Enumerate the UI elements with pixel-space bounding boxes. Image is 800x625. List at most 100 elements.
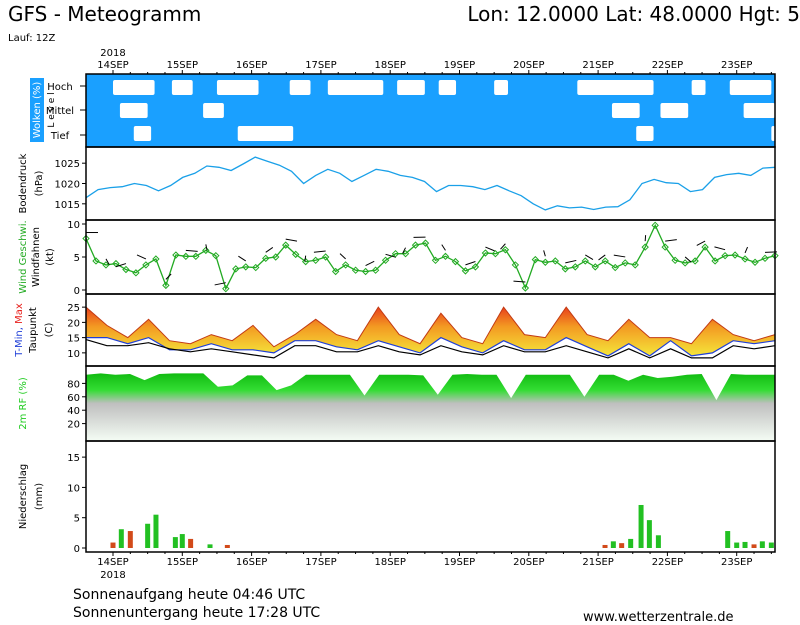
- y-tick-label: 1015: [55, 200, 80, 211]
- precip-bar: [638, 504, 644, 548]
- wind-speed-point: [122, 265, 130, 274]
- wind-barb: [465, 261, 476, 266]
- wind-barb: [598, 254, 606, 261]
- axis-label: Bodendruck: [18, 153, 29, 213]
- wind-barb: [339, 253, 346, 260]
- wind-speed-point: [381, 256, 390, 265]
- cloud-level-label: Tief: [50, 131, 70, 142]
- clear-sky-patch: [133, 126, 152, 141]
- wind-speed-point: [341, 261, 350, 269]
- clear-sky-patch: [438, 80, 457, 95]
- cloud-label-box: [30, 78, 44, 142]
- website-credit[interactable]: www.wetterzentrale.de: [583, 610, 734, 625]
- location-coordinates: Lon: 12.0000 Lat: 48.0000 Hgt: 5: [467, 2, 800, 26]
- date-label-top: 14SEP: [97, 60, 128, 71]
- clear-sky-patch: [494, 80, 509, 95]
- wind-barb: [205, 244, 208, 251]
- clear-sky-patch: [203, 103, 224, 118]
- wind-speed-point: [331, 267, 340, 276]
- wind-speed-point: [571, 263, 579, 271]
- wind-speed-point: [92, 257, 100, 265]
- wind-barb: [485, 246, 495, 252]
- y-tick-label: 20: [67, 318, 80, 329]
- model-run: Lauf: 12Z: [8, 33, 56, 44]
- wind-barb: [313, 250, 326, 253]
- wind-speed-point: [282, 241, 290, 249]
- wind-barb: [500, 243, 506, 250]
- y-tick-label: 20: [67, 420, 80, 431]
- y-tick-label: 10: [67, 220, 80, 231]
- wind-speed-point: [431, 256, 440, 265]
- date-label-top: 19SEP: [444, 60, 475, 71]
- year-label-top: 2018: [100, 48, 125, 59]
- wind-speed-point: [661, 243, 669, 251]
- wind-speed-point: [232, 265, 240, 273]
- wind-speed-point: [721, 251, 729, 260]
- precip-bar: [646, 520, 652, 548]
- page-title: GFS - Meteogramm: [8, 2, 202, 26]
- precip-bar: [759, 541, 765, 548]
- wind-speed-point: [551, 257, 560, 265]
- precip-bar: [655, 535, 661, 548]
- wind-speed-line: [85, 223, 776, 291]
- wind-barb: [696, 240, 706, 246]
- wind-barb: [513, 280, 526, 283]
- wind-speed-point: [242, 263, 250, 271]
- wind-speed-point: [142, 261, 150, 269]
- wind-speed-point: [511, 261, 520, 269]
- wind-speed-point: [291, 250, 300, 259]
- axis-label-secondary: Windfahnen: [31, 227, 42, 287]
- axis-label: Wolken (%): [32, 82, 43, 139]
- wind-speed-point: [132, 269, 140, 277]
- date-label-bottom: 21SEP: [582, 557, 613, 568]
- date-label-top: 20SEP: [513, 60, 544, 71]
- precip-bar: [118, 529, 124, 548]
- date-label-bottom: 23SEP: [721, 557, 752, 568]
- date-label-top: 17SEP: [305, 60, 336, 71]
- wind-speed-point: [521, 284, 530, 292]
- y-tick-label: 80: [67, 379, 80, 390]
- wind-speed-point: [102, 261, 110, 269]
- wind-speed-point: [491, 249, 500, 258]
- date-label-top: 18SEP: [374, 60, 405, 71]
- date-label-bottom: 17SEP: [305, 557, 336, 568]
- wind-speed-point: [711, 257, 719, 265]
- date-label-bottom: 20SEP: [513, 557, 544, 568]
- precip-bar: [751, 544, 757, 548]
- wind-barb: [402, 247, 406, 254]
- clear-sky-patch: [660, 103, 689, 118]
- wind-speed-point: [262, 254, 270, 263]
- wind-barb: [165, 273, 172, 280]
- wind-speed-point: [751, 258, 759, 266]
- axis-unit: (kt): [45, 248, 56, 266]
- wind-barb: [214, 282, 226, 286]
- clear-sky-patch: [729, 80, 772, 95]
- wind-speed-point: [621, 259, 629, 267]
- date-label-bottom: 15SEP: [167, 557, 198, 568]
- clear-sky-patch: [743, 103, 775, 118]
- wind-speed-point: [611, 263, 619, 272]
- wind-barb: [365, 260, 375, 266]
- wind-speed-point: [681, 259, 689, 267]
- axis-label: Wind Geschwi.: [18, 220, 29, 293]
- date-label-bottom: 18SEP: [374, 557, 405, 568]
- precip-bar: [224, 544, 230, 548]
- precip-bar: [188, 538, 194, 548]
- date-label-top: 16SEP: [236, 60, 267, 71]
- axis-unit: (hPa): [34, 170, 45, 196]
- wind-barb: [115, 263, 127, 268]
- axis-label-secondary: Taupunkt: [28, 307, 39, 354]
- axis-label: T-Min, Max: [14, 303, 25, 358]
- clear-sky-patch: [237, 126, 294, 141]
- precip-bar: [768, 542, 774, 548]
- tmin-line: [86, 336, 776, 357]
- clear-sky-patch: [771, 126, 775, 141]
- wind-speed-point: [631, 261, 639, 269]
- precip-bar: [110, 542, 116, 548]
- y-tick-label: 40: [67, 406, 80, 417]
- wind-barb: [565, 259, 577, 264]
- clear-sky-patch: [611, 103, 640, 118]
- precip-bar: [172, 537, 178, 548]
- clear-sky-patch: [216, 80, 259, 95]
- wind-speed-point: [421, 239, 430, 247]
